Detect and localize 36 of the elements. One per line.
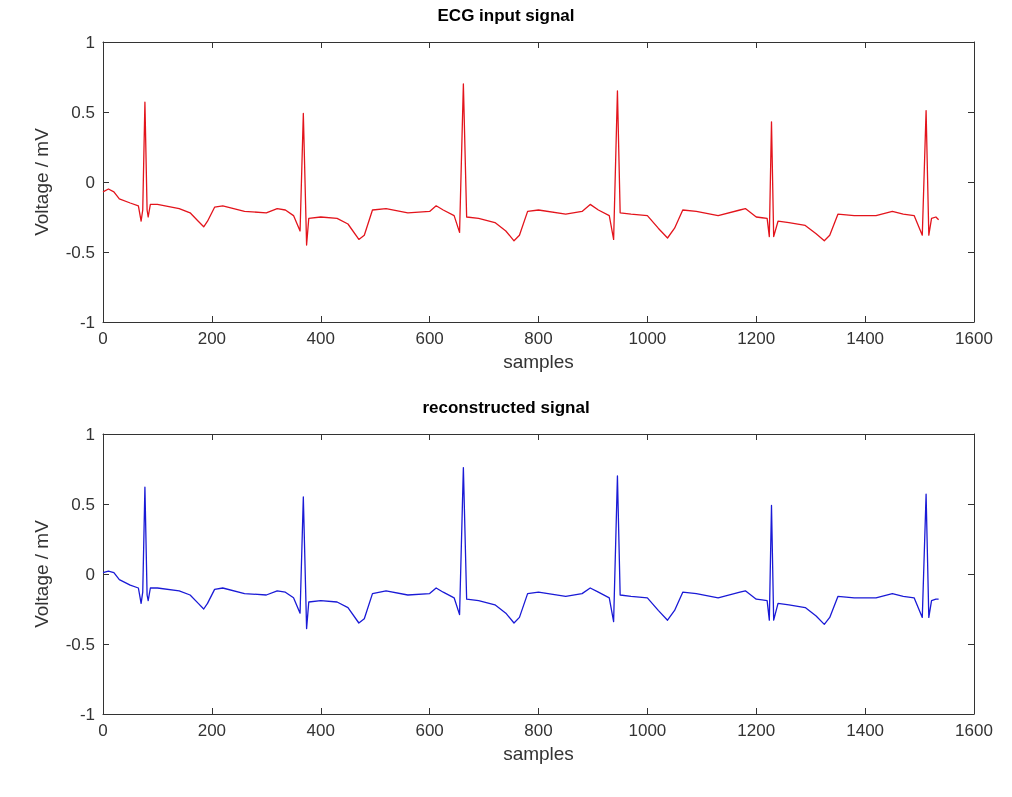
x-tick-label: 0	[98, 329, 108, 348]
y-tick-label: -1	[79, 704, 95, 724]
y-axis-title: Voltage / mV	[31, 519, 52, 628]
line-series	[102, 83, 940, 246]
x-axis-title: samples	[503, 351, 574, 372]
x-axis-title: samples	[503, 743, 574, 764]
y-tick-label: -0.5	[65, 634, 95, 654]
x-tick-label: 1200	[737, 329, 776, 348]
chart-title: reconstructed signal	[422, 398, 590, 417]
x-tick-label: 1600	[955, 721, 993, 740]
y-tick-label: -0.5	[65, 242, 95, 262]
x-tick-label: 1400	[846, 721, 885, 740]
x-tick-label: 1000	[628, 721, 667, 740]
x-tick-label: 600	[415, 721, 444, 740]
chart-title: ECG input signal	[437, 6, 575, 25]
y-tick-label: 1	[85, 424, 95, 444]
x-tick-label: 200	[197, 329, 227, 348]
x-tick-label: 0	[98, 721, 108, 740]
x-tick-label: 800	[524, 721, 553, 740]
y-tick-label: 1	[85, 32, 95, 52]
x-tick-label: 400	[306, 329, 335, 348]
x-tick-label: 1200	[737, 721, 776, 740]
x-tick-label: 1600	[955, 329, 993, 348]
x-tick-label: 1400	[846, 329, 885, 348]
y-tick-label: 0	[85, 564, 95, 584]
y-axis-title: Voltage / mV	[31, 127, 52, 236]
x-tick-label: 400	[306, 721, 335, 740]
y-tick-label: -1	[79, 312, 95, 332]
line-series	[102, 466, 940, 630]
x-tick-label: 800	[524, 329, 553, 348]
y-tick-label: 0.5	[71, 494, 95, 514]
x-tick-label: 200	[197, 721, 227, 740]
x-tick-label: 1000	[628, 329, 667, 348]
y-tick-label: 0	[85, 172, 95, 192]
x-tick-label: 600	[415, 329, 444, 348]
y-tick-label: 0.5	[71, 102, 95, 122]
